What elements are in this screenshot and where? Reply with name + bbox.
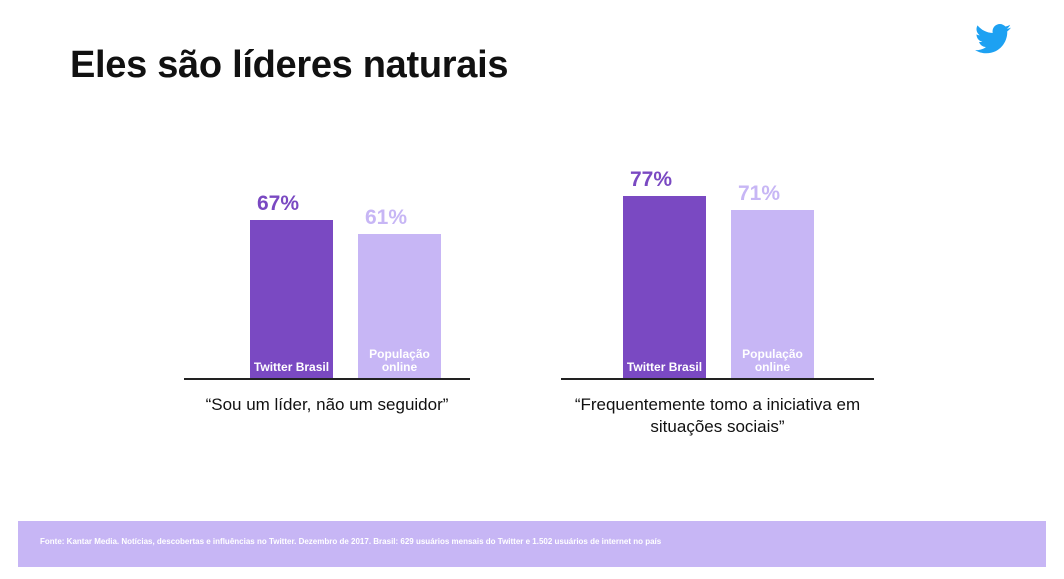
data-label: 71% [737,182,781,205]
bar-category-label: Twitter Brasil [253,360,330,374]
bar-category-label: População online [369,347,430,374]
x-axis-line [561,378,874,380]
bar-category-label: Twitter Brasil [626,360,703,374]
twitter-bird-icon [975,24,1011,54]
bar-populacao-online-leader: População online [358,234,441,378]
data-label: 61% [364,206,408,229]
source-footer: Fonte: Kantar Media. Notícias, descobert… [18,521,1046,567]
bar-populacao-online-initiative: População online [731,210,814,378]
x-axis-line [184,378,470,380]
bar-twitter-brasil-initiative: Twitter Brasil [623,196,706,378]
bar-category-label: População online [742,347,803,374]
chart-area: Twitter Brasil População online 67% 61% … [0,150,1064,450]
chart-caption: “Frequentemente tomo a iniciativa em sit… [574,395,861,436]
chart-caption: “Sou um líder, não um seguidor” [205,395,449,414]
source-note: Fonte: Kantar Media. Notícias, descobert… [40,537,662,546]
data-label: 67% [256,192,300,215]
page-title: Eles são líderes naturais [70,44,509,86]
bar-twitter-brasil-leader: Twitter Brasil [250,220,333,378]
data-label: 77% [629,168,673,191]
